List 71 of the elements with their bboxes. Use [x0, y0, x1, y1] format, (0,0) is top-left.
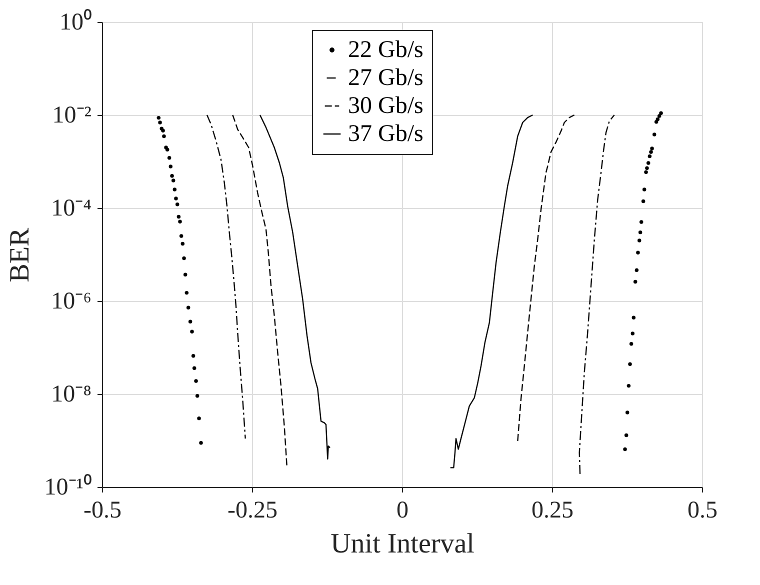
point — [188, 320, 192, 324]
point — [168, 164, 173, 168]
point — [645, 166, 649, 170]
y-tick-label: 10⁻² — [52, 102, 92, 128]
point — [650, 146, 654, 150]
point — [626, 384, 631, 388]
point — [179, 234, 184, 238]
point — [191, 354, 196, 358]
point — [178, 220, 182, 224]
point — [642, 188, 646, 192]
point — [192, 366, 196, 370]
point — [175, 202, 180, 206]
legend-label: 30 Gb/s — [348, 93, 424, 119]
legend-label: 27 Gb/s — [348, 65, 424, 91]
point — [629, 342, 634, 346]
point — [624, 433, 628, 438]
point — [156, 116, 161, 120]
point — [644, 170, 648, 174]
x-axis-title: Unit Interval — [330, 528, 475, 560]
point — [654, 120, 658, 124]
point — [630, 332, 635, 336]
point — [184, 290, 189, 295]
point — [646, 161, 650, 165]
point — [648, 154, 652, 158]
point — [628, 362, 632, 366]
x-tick-label: 0.25 — [532, 498, 574, 524]
point — [649, 150, 653, 154]
point — [170, 174, 174, 178]
point — [641, 199, 646, 204]
point — [183, 272, 188, 276]
y-tick-label: 10⁰ — [60, 8, 92, 36]
point — [652, 132, 656, 136]
point — [633, 280, 638, 284]
point — [176, 214, 181, 219]
point — [194, 379, 198, 383]
x-tick-label: -0.25 — [228, 498, 278, 524]
point — [625, 410, 630, 414]
point — [162, 134, 166, 138]
point — [161, 128, 165, 133]
point — [171, 178, 176, 182]
legend-label: 37 Gb/s — [348, 121, 424, 147]
point — [639, 220, 644, 224]
point — [638, 230, 642, 234]
point — [195, 394, 200, 398]
point — [158, 120, 162, 124]
x-tick-label: 0.5 — [688, 498, 718, 524]
point — [623, 447, 627, 452]
x-tick-label: -0.5 — [84, 498, 122, 524]
x-tick-label: 0 — [396, 498, 408, 524]
y-axis-title: BER — [4, 227, 36, 282]
point — [637, 238, 642, 242]
y-tick-label: 10⁻¹⁰ — [44, 474, 92, 500]
point — [636, 250, 640, 254]
point — [634, 268, 639, 272]
legend-label: 22 Gb/s — [348, 37, 424, 63]
point — [659, 111, 663, 115]
point — [167, 156, 172, 160]
point — [657, 114, 662, 118]
point — [186, 306, 190, 310]
point — [182, 256, 186, 260]
y-tick-label: 10⁻⁴ — [51, 196, 92, 222]
point — [174, 196, 178, 200]
y-tick-label: 10⁻⁸ — [51, 382, 92, 408]
point — [165, 148, 170, 152]
point — [172, 188, 177, 192]
point — [190, 330, 194, 334]
point — [632, 316, 636, 320]
point — [180, 242, 185, 246]
y-tick-label: 10⁻⁶ — [51, 288, 92, 314]
point — [197, 416, 201, 420]
point — [199, 440, 203, 445]
